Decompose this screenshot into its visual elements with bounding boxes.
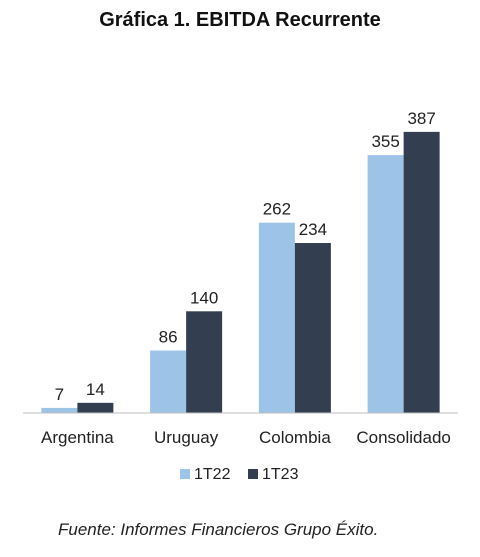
- legend-swatch-1t22: [180, 469, 190, 479]
- bars-group: [41, 131, 440, 414]
- data-label-consolidado-1t22: 355: [371, 132, 399, 151]
- bar-uruguay-1t23: [186, 311, 223, 413]
- bar-argentina-1t23: [77, 402, 114, 413]
- data-label-colombia-1t23: 234: [299, 220, 327, 239]
- x-tick-label-argentina: Argentina: [41, 428, 114, 447]
- bar-uruguay-1t22: [150, 350, 187, 413]
- legend: 1T22 1T23: [180, 466, 299, 483]
- chart-title: Gráfica 1. EBITDA Recurrente: [99, 9, 381, 31]
- source-note: Fuente: Informes Financieros Grupo Éxito…: [58, 520, 379, 539]
- x-tick-label-colombia: Colombia: [259, 428, 331, 447]
- data-label-uruguay-1t23: 140: [190, 288, 218, 307]
- bar-colombia-1t23: [294, 243, 331, 413]
- bar-colombia-1t22: [258, 222, 295, 413]
- data-label-argentina-1t22: 7: [55, 385, 64, 404]
- legend-swatch-1t23: [248, 469, 258, 479]
- x-tick-label-uruguay: Uruguay: [154, 428, 219, 447]
- x-tick-label-consolidado: Consolidado: [356, 428, 451, 447]
- bar-consolidado-1t23: [403, 131, 440, 414]
- legend-label-1t23: 1T23: [262, 466, 299, 483]
- bar-argentina-1t22: [41, 407, 78, 413]
- data-labels-group: 7 14 86 140 262 234 355 387: [55, 109, 436, 404]
- data-label-argentina-1t23: 14: [86, 380, 105, 399]
- data-label-consolidado-1t23: 387: [407, 109, 435, 128]
- bar-consolidado-1t22: [367, 155, 404, 414]
- x-tick-labels-group: Argentina Uruguay Colombia Consolidado: [41, 428, 451, 447]
- legend-label-1t22: 1T22: [194, 466, 231, 483]
- data-label-colombia-1t22: 262: [263, 200, 291, 219]
- data-label-uruguay-1t22: 86: [159, 328, 178, 347]
